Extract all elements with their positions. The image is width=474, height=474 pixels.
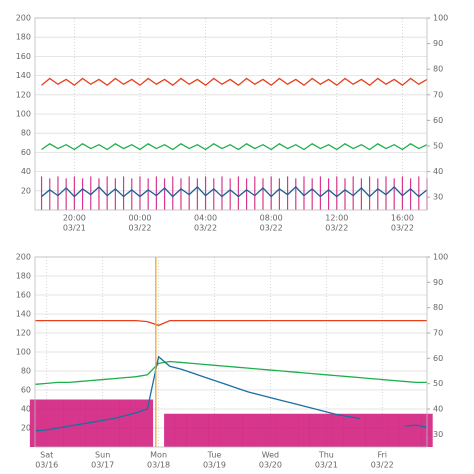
x-tick-label: 04:00 [194,214,217,223]
y-tick-label: 100 [16,348,31,357]
x-tick-date: 03/18 [147,461,170,470]
x-tick-date: 03/20 [259,461,282,470]
y2-tick-label: 50 [433,142,443,151]
series-line [404,424,428,428]
y2-tick-label: 60 [433,116,443,125]
y-tick-label: 20 [21,186,31,195]
x-tick-label: Sun [95,451,110,460]
series-line [35,320,427,327]
series-line [35,360,427,385]
x-tick-date: 03/17 [91,461,114,470]
y-tick-label: 40 [21,405,31,414]
y-tick-label: 180 [16,33,31,42]
x-tick-label: 08:00 [260,214,283,223]
y-tick-label: 160 [16,291,31,300]
x-tick-date: 03/22 [128,224,151,233]
x-tick-label: 00:00 [128,214,151,223]
x-tick-label: Mon [150,451,167,460]
series-line [41,186,428,198]
y2-tick-label: 100 [433,253,448,262]
y-tick-label: 180 [16,272,31,281]
y-tick-label: 120 [16,329,31,338]
y-tick-label: 120 [16,90,31,99]
y-tick-label: 40 [21,167,31,176]
x-tick-label: 16:00 [391,214,414,223]
x-tick-date: 03/16 [35,461,58,470]
y2-tick-label: 80 [433,303,443,312]
y2-tick-label: 70 [433,329,443,338]
x-tick-date: 03/22 [194,224,217,233]
y2-tick-label: 70 [433,90,443,99]
x-tick-label: Thu [318,451,334,460]
y2-tick-label: 100 [433,14,448,23]
y2-tick-label: 30 [433,430,443,439]
y-tick-label: 200 [16,253,31,262]
x-tick-label: 20:00 [63,214,86,223]
x-tick-label: Sat [40,451,53,460]
y2-tick-label: 80 [433,65,443,74]
y2-tick-label: 60 [433,354,443,363]
x-tick-date: 03/22 [391,224,414,233]
y2-tick-label: 40 [433,167,443,176]
y-tick-label: 80 [21,367,31,376]
y2-tick-label: 50 [433,379,443,388]
x-tick-label: Tue [207,451,222,460]
y-tick-label: 80 [21,129,31,138]
y-tick-label: 60 [21,386,31,395]
x-tick-label: Wed [262,451,279,460]
y2-tick-label: 40 [433,405,443,414]
y-tick-label: 100 [16,110,31,119]
plot-frame [34,17,428,211]
x-tick-date: 03/21 [315,461,338,470]
x-tick-date: 03/19 [203,461,226,470]
series-line [41,142,428,151]
y-tick-label: 160 [16,52,31,61]
y-tick-label: 140 [16,71,31,80]
x-tick-label: Fri [377,451,387,460]
x-tick-date: 03/22 [325,224,348,233]
y2-tick-label: 90 [433,39,443,48]
y2-tick-label: 30 [433,193,443,202]
x-tick-date: 03/21 [63,224,86,233]
y-tick-label: 200 [16,14,31,23]
x-tick-date: 03/22 [371,461,394,470]
y-tick-label: 20 [21,424,31,433]
series-line [41,77,428,87]
plot-frame [34,256,428,448]
x-tick-date: 03/22 [260,224,283,233]
x-tick-label: 12:00 [325,214,348,223]
y-tick-label: 60 [21,148,31,157]
y-tick-label: 140 [16,310,31,319]
y2-tick-label: 90 [433,278,443,287]
series-line [35,355,361,432]
